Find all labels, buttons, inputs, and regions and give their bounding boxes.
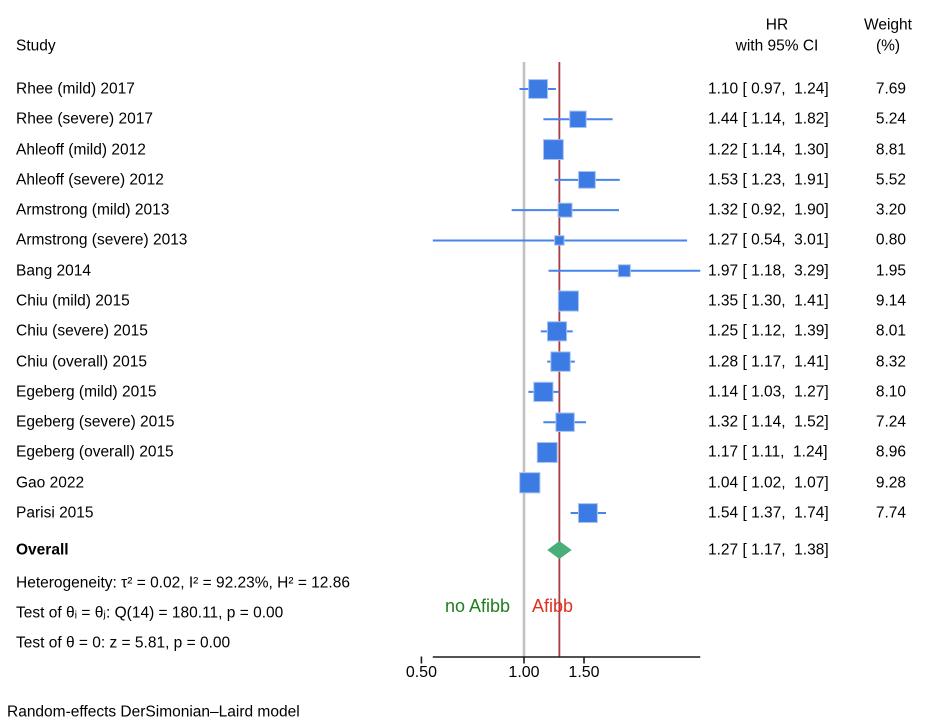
study-label: Egeberg (mild) 2015 <box>16 383 157 401</box>
study-weight-value: 8.96 <box>875 443 906 461</box>
study-ci-value: 1.27 [ 0.54, 3.01] <box>708 231 829 249</box>
study-label: Egeberg (severe) 2015 <box>16 413 175 431</box>
hr-marker <box>533 381 554 403</box>
study-label: Armstrong (mild) 2013 <box>16 201 170 219</box>
study-ci-value: 1.10 [ 0.97, 1.24] <box>708 80 829 98</box>
study-weight-value: 0.80 <box>875 231 906 249</box>
study-label: Chiu (overall) 2015 <box>16 353 147 371</box>
overall-diamond <box>547 541 572 559</box>
study-ci-value: 1.44 [ 1.14, 1.82] <box>708 110 829 128</box>
hr-marker <box>557 290 579 312</box>
hr-marker <box>557 202 573 218</box>
study-ci-value: 1.04 [ 1.02, 1.07] <box>708 474 829 492</box>
hr-marker <box>555 412 575 432</box>
hr-marker <box>543 139 564 161</box>
hr-marker <box>554 235 565 246</box>
study-weight-value: 7.24 <box>875 413 906 431</box>
study-ci-value: 1.35 [ 1.30, 1.41] <box>708 292 829 310</box>
study-label: Rhee (mild) 2017 <box>16 80 135 98</box>
study-ci-value: 1.25 [ 1.12, 1.39] <box>708 322 829 340</box>
q-test-stats: Test of θᵢ = θⱼ: Q(14) = 180.11, p = 0.0… <box>16 604 284 622</box>
model-footnote: Random-effects DerSimonian–Laird model <box>7 703 300 721</box>
hr-marker <box>528 79 549 99</box>
column-header-study: Study <box>16 37 56 55</box>
hr-marker <box>519 472 541 494</box>
study-ci-value: 1.32 [ 0.92, 1.90] <box>708 201 829 219</box>
study-label: Chiu (mild) 2015 <box>16 292 130 310</box>
hr-marker <box>550 351 571 372</box>
study-weight-value: 5.52 <box>875 171 906 189</box>
region-label-no-afibb: no Afibb <box>444 596 510 617</box>
study-ci-value: 1.22 [ 1.14, 1.30] <box>708 141 829 159</box>
study-ci-value: 1.54 [ 1.37, 1.74] <box>708 504 829 522</box>
study-weight-value: 8.32 <box>875 353 906 371</box>
region-label-afibb: Afibb <box>532 596 574 617</box>
hr-marker <box>578 170 596 189</box>
overall-ci-value: 1.27 [ 1.17, 1.38] <box>708 541 829 559</box>
study-label: Ahleoff (severe) 2012 <box>16 171 164 189</box>
hr-marker <box>577 503 598 524</box>
column-header-weight-line1: Weight <box>864 16 912 34</box>
column-header-weight-line2: (%) <box>875 37 901 55</box>
study-ci-value: 1.53 [ 1.23, 1.91] <box>708 171 829 189</box>
study-label: Bang 2014 <box>16 262 91 280</box>
study-label: Chiu (severe) 2015 <box>16 322 148 340</box>
hr-marker <box>617 264 631 278</box>
column-header-hr-line2: with 95% CI <box>735 37 819 55</box>
study-label: Armstrong (severe) 2013 <box>16 231 188 249</box>
z-test-stats: Test of θ = 0: z = 5.81, p = 0.00 <box>16 634 231 652</box>
study-label: Gao 2022 <box>16 474 85 492</box>
study-weight-value: 7.74 <box>875 504 906 522</box>
study-weight-value: 8.81 <box>875 141 906 159</box>
study-weight-value: 3.20 <box>875 201 906 219</box>
hr-marker <box>546 321 568 342</box>
study-weight-value: 1.95 <box>875 262 906 280</box>
study-ci-value: 1.17 [ 1.11, 1.24] <box>708 443 828 461</box>
study-ci-value: 1.14 [ 1.03, 1.27] <box>708 383 829 401</box>
study-weight-value: 8.10 <box>875 383 906 401</box>
heterogeneity-stats: Heterogeneity: τ² = 0.02, I² = 92.23%, H… <box>16 574 350 592</box>
study-label: Egeberg (overall) 2015 <box>16 443 174 461</box>
study-ci-value: 1.32 [ 1.14, 1.52] <box>708 413 829 431</box>
study-label: Rhee (severe) 2017 <box>16 110 153 128</box>
x-axis-tick-label: 1.00 <box>508 663 540 681</box>
study-ci-value: 1.28 [ 1.17, 1.41] <box>708 353 829 371</box>
study-ci-value: 1.97 [ 1.18, 3.29] <box>708 262 829 280</box>
hr-marker <box>536 441 558 463</box>
column-header-hr-line1: HR <box>765 16 789 34</box>
x-axis-tick-label: 0.50 <box>405 663 437 681</box>
study-label: Ahleoff (mild) 2012 <box>16 141 146 159</box>
study-label: Parisi 2015 <box>16 504 94 522</box>
overall-label: Overall <box>16 541 69 559</box>
study-weight-value: 9.28 <box>875 474 906 492</box>
study-weight-value: 5.24 <box>875 110 906 128</box>
x-axis-tick-label: 1.50 <box>568 663 600 681</box>
study-weight-value: 8.01 <box>875 322 906 340</box>
hr-marker <box>569 110 587 129</box>
study-weight-value: 9.14 <box>875 292 906 310</box>
study-weight-value: 7.69 <box>875 80 906 98</box>
